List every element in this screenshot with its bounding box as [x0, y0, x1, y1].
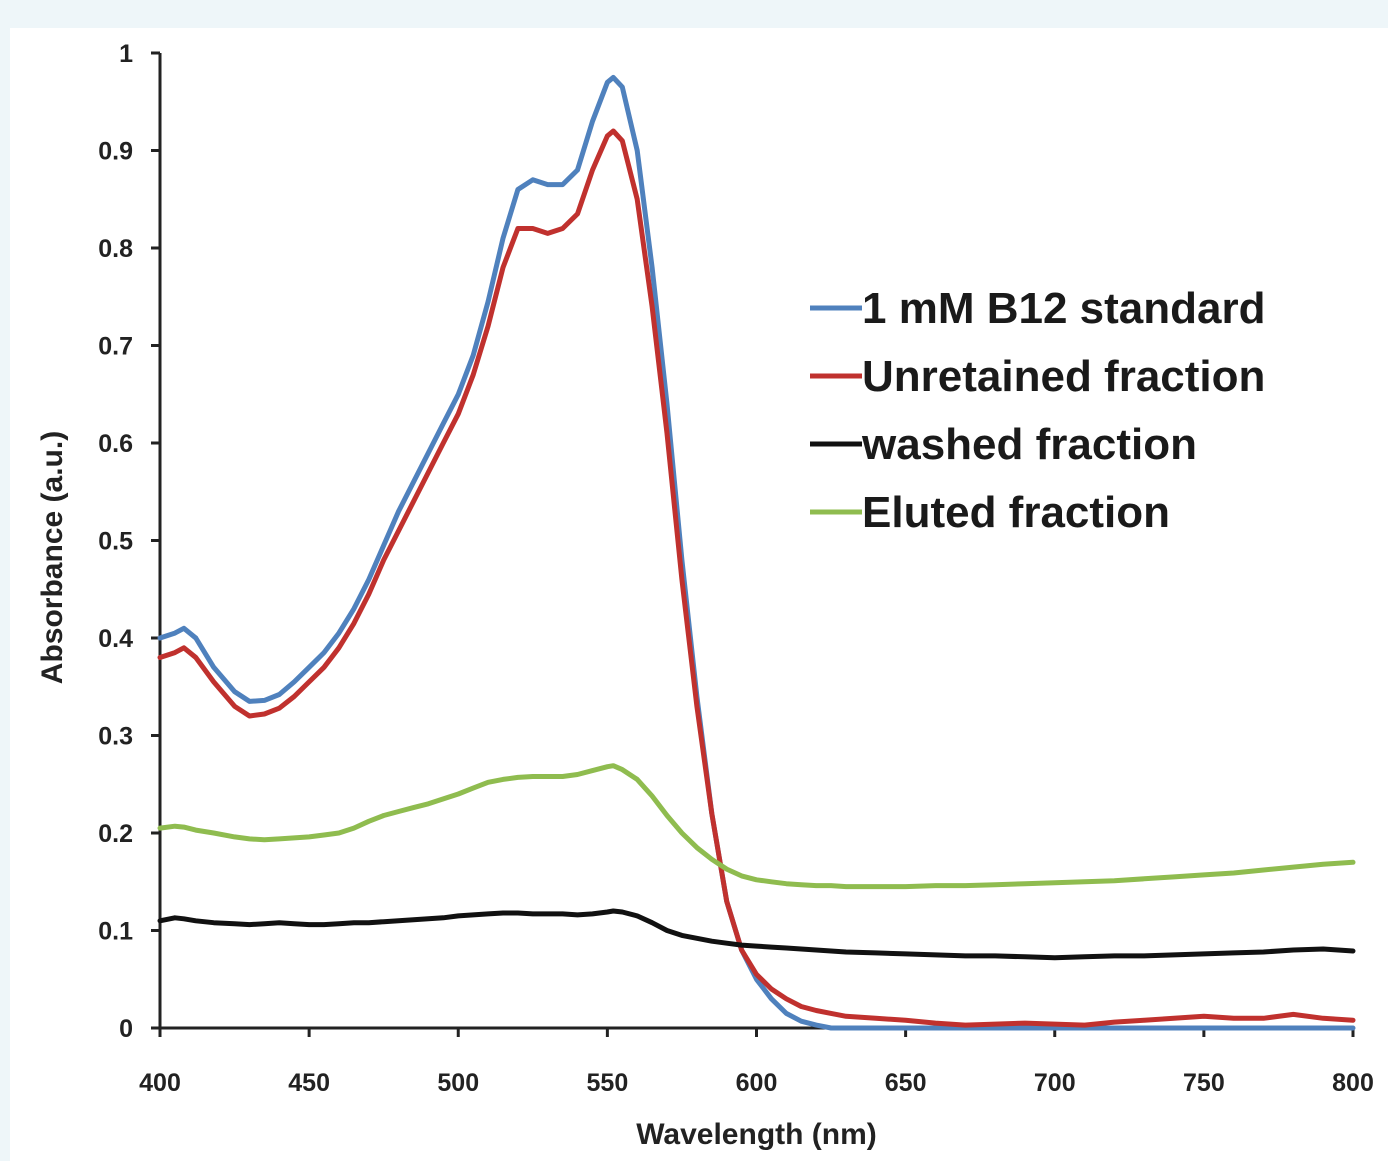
y-tick-label: 0.3 — [98, 723, 133, 751]
y-tick-label: 0.7 — [98, 333, 133, 361]
y-tick-label: 1 — [119, 40, 133, 68]
legend-label: Unretained fraction — [862, 352, 1265, 401]
series-layer — [157, 74, 1356, 1031]
y-tick-label: 0.4 — [98, 625, 133, 653]
series-line-unretained-fraction — [157, 128, 1356, 1028]
legend: 1 mM B12 standard Unretained fraction wash… — [810, 284, 1265, 537]
x-tick-label: 650 — [885, 1069, 927, 1097]
series-line-washed-fraction — [157, 908, 1356, 961]
y-tick-label: 0.2 — [98, 820, 133, 848]
x-tick-label: 550 — [587, 1069, 629, 1097]
y-tick-label: 0 — [119, 1015, 133, 1043]
x-axis: 400 450 500 550 600 650 700 750 800 — [139, 1026, 1374, 1097]
x-tick-label: 450 — [288, 1069, 330, 1097]
legend-label: 1 mM B12 standard — [862, 284, 1265, 333]
y-tick-label: 0.5 — [98, 528, 133, 556]
y-axis-title: Absorbance (a.u.) — [36, 431, 69, 684]
series-line-eluted-fraction — [157, 763, 1356, 890]
legend-label: washed fraction — [861, 420, 1197, 469]
x-axis-title: Wavelength (nm) — [636, 1118, 877, 1151]
y-tick-label: 0.9 — [98, 138, 133, 166]
x-tick-label: 750 — [1183, 1069, 1225, 1097]
y-axis: 0 0.1 0.2 0.3 0.4 0.5 0.6 0.7 0.8 0.9 1 — [98, 40, 162, 1043]
chart-panel: 400 450 500 550 600 650 700 750 800 0 0.1 0.2 0.3 0.… — [10, 28, 1388, 1161]
legend-label: Eluted fraction — [862, 488, 1170, 537]
x-tick-label: 500 — [437, 1069, 479, 1097]
x-tick-label: 700 — [1034, 1069, 1076, 1097]
x-tick-label: 800 — [1332, 1069, 1374, 1097]
y-tick-label: 0.6 — [98, 430, 133, 458]
y-tick-label: 0.1 — [98, 918, 133, 946]
x-tick-label: 600 — [736, 1069, 778, 1097]
series-line-1-mm-b12-standard — [157, 74, 1356, 1031]
line-chart: 400 450 500 550 600 650 700 750 800 0 0.1 0.2 0.3 0.… — [36, 40, 1374, 1151]
x-tick-label: 400 — [139, 1069, 181, 1097]
y-tick-label: 0.8 — [98, 235, 133, 263]
